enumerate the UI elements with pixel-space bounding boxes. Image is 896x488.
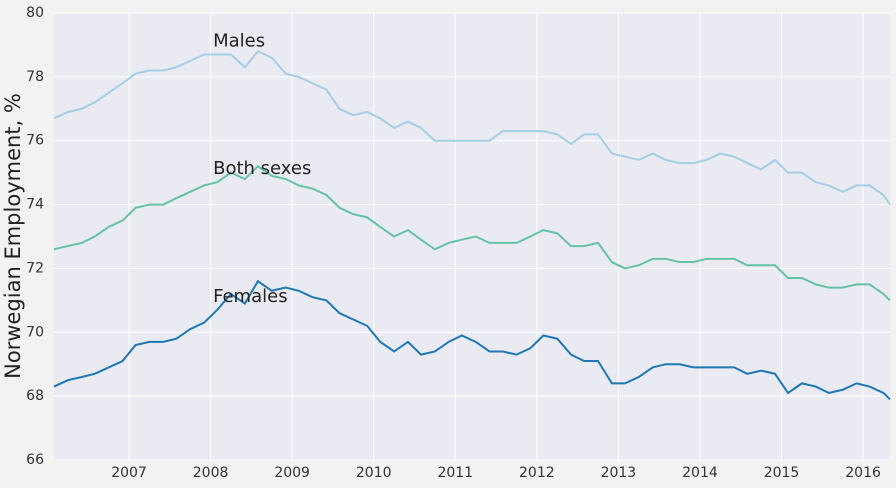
x-tick-label: 2009 [274, 465, 310, 481]
x-tick-label: 2010 [356, 465, 392, 481]
series-label: Males [213, 31, 265, 52]
x-tick-label: 2008 [193, 465, 229, 481]
y-tick-label: 68 [26, 388, 44, 404]
series-label: Females [213, 286, 287, 307]
y-tick-label: 74 [26, 197, 44, 213]
y-tick-label: 80 [26, 5, 44, 21]
y-tick-label: 66 [26, 452, 44, 468]
x-tick-label: 2016 [845, 465, 881, 481]
y-tick-label: 70 [26, 324, 44, 340]
x-tick-label: 2011 [437, 465, 473, 481]
x-tick-label: 2007 [111, 465, 147, 481]
y-axis-label: Norwegian Employment, % [1, 93, 25, 379]
x-tick-label: 2014 [682, 465, 718, 481]
y-tick-label: 78 [26, 69, 44, 85]
series-line [53, 164, 891, 302]
series-label: Both sexes [213, 158, 311, 179]
x-tick-label: 2013 [601, 465, 637, 481]
y-tick-label: 76 [26, 133, 44, 149]
x-tick-label: 2015 [764, 465, 800, 481]
x-tick-label: 2012 [519, 465, 555, 481]
series-line [53, 50, 891, 206]
y-tick-label: 72 [26, 260, 44, 276]
series-line [53, 279, 891, 401]
